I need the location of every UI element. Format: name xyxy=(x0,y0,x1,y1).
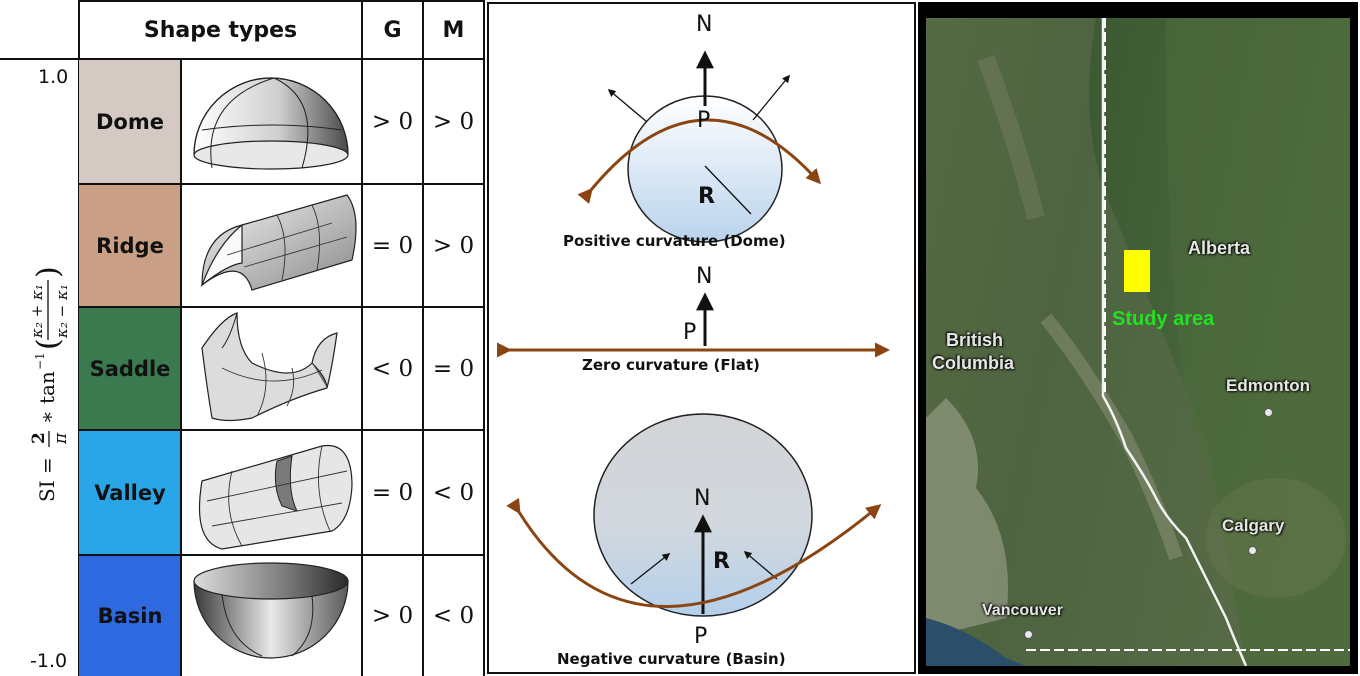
m-value-ridge: > 0 xyxy=(432,232,475,259)
row-divider xyxy=(79,554,485,556)
map-label-calgary: Calgary xyxy=(1222,516,1285,535)
svg-text:2: 2 xyxy=(29,432,49,444)
svg-text:π: π xyxy=(51,432,71,445)
normal-label-negative: N xyxy=(694,486,711,511)
map-label-edmonton: Edmonton xyxy=(1226,376,1311,395)
point-label-positive: P xyxy=(697,108,711,133)
dome-swatch xyxy=(79,60,180,183)
saddle-shape-icon xyxy=(201,312,338,422)
svg-text:SI =: SI = xyxy=(35,457,59,502)
header-g: G xyxy=(383,17,402,43)
study-area-box xyxy=(1124,250,1150,292)
m-value-valley: < 0 xyxy=(432,479,475,506)
positive-curvature-illustration xyxy=(577,50,822,243)
column-divider xyxy=(422,0,424,676)
curvature-diagram-graphics xyxy=(497,50,890,617)
header-m: M xyxy=(442,17,465,43)
m-value-dome: > 0 xyxy=(432,108,475,135)
column-divider xyxy=(180,58,182,676)
map-label-vancouver: Vancouver xyxy=(982,602,1063,619)
g-value-ridge: = 0 xyxy=(371,232,414,259)
shape-name-dome: Dome xyxy=(96,109,164,134)
svg-text:−1: −1 xyxy=(33,352,47,370)
study-area-map: British Columbia Alberta Study area Edmo… xyxy=(918,2,1358,674)
table-right-border xyxy=(483,0,485,676)
negative-curvature-caption: Negative curvature (Basin) xyxy=(557,650,786,668)
radius-label-positive: R xyxy=(698,184,715,209)
map-label-study-area: Study area xyxy=(1112,308,1215,330)
shape-illustrations xyxy=(193,77,357,659)
m-value-basin: < 0 xyxy=(432,603,475,629)
row-divider xyxy=(79,429,485,431)
g-value-valley: = 0 xyxy=(371,479,414,506)
radius-label-negative: R xyxy=(713,549,730,574)
point-label-zero: P xyxy=(683,320,697,345)
basin-shape-icon xyxy=(193,562,349,659)
curvature-diagram: N P R Positive curvature (Dome) N P Zero… xyxy=(487,2,916,674)
map-label-alberta: Alberta xyxy=(1188,238,1251,258)
shape-name-ridge: Ridge xyxy=(96,233,164,258)
ridge-swatch xyxy=(79,185,180,306)
shape-index-formula: SI = 2 π ∗ tan −1 ( κ₂ + κ₁ κ₂ − κ₁ ) xyxy=(28,266,71,502)
edmonton-marker-icon xyxy=(1264,408,1273,417)
valley-swatch xyxy=(79,431,180,554)
svg-text:(: ( xyxy=(31,338,66,350)
svg-text:κ₂ + κ₁: κ₂ + κ₁ xyxy=(28,284,46,339)
svg-text:∗ tan: ∗ tan xyxy=(35,371,59,424)
shape-type-table: Shape types G M 1.0 -1.0 SI = 2 π ∗ tan … xyxy=(0,0,485,676)
si-axis-top-label: 1.0 xyxy=(38,66,69,88)
point-label-negative: P xyxy=(694,624,708,649)
si-axis-bottom-label: -1.0 xyxy=(30,650,68,672)
shape-name-saddle: Saddle xyxy=(89,356,171,381)
positive-curvature-caption: Positive curvature (Dome) xyxy=(563,232,786,250)
svg-text:κ₂ − κ₁: κ₂ − κ₁ xyxy=(53,284,71,339)
shape-name-valley: Valley xyxy=(94,480,166,505)
table-top-border xyxy=(79,0,485,2)
zero-curvature-illustration xyxy=(497,292,890,358)
table-header-divider xyxy=(0,58,485,60)
g-value-dome: > 0 xyxy=(371,108,414,135)
m-value-saddle: = 0 xyxy=(432,355,475,382)
header-shape-types: Shape types xyxy=(143,17,298,43)
map-label-british-columbia-2: Columbia xyxy=(932,353,1015,373)
svg-text:): ) xyxy=(31,266,66,278)
satellite-terrain xyxy=(926,18,1350,666)
dome-shape-icon xyxy=(193,77,349,170)
map-label-british-columbia-1: British xyxy=(946,330,1004,350)
saddle-swatch xyxy=(79,308,180,429)
row-divider xyxy=(79,183,485,185)
normal-label-positive: N xyxy=(696,12,713,37)
normal-label-zero: N xyxy=(696,264,713,289)
calgary-marker-icon xyxy=(1248,546,1257,555)
valley-shape-icon xyxy=(199,444,353,550)
shape-name-basin: Basin xyxy=(97,604,163,628)
g-value-saddle: < 0 xyxy=(371,355,414,382)
g-value-basin: > 0 xyxy=(371,603,414,629)
satellite-map: British Columbia Alberta Study area Edmo… xyxy=(926,18,1350,666)
column-divider xyxy=(361,0,363,676)
vancouver-marker-icon xyxy=(1024,630,1033,639)
basin-swatch xyxy=(79,556,180,676)
ridge-shape-icon xyxy=(200,194,357,291)
row-divider xyxy=(79,306,485,308)
negative-curvature-illustration xyxy=(506,413,882,617)
zero-curvature-caption: Zero curvature (Flat) xyxy=(582,356,760,374)
